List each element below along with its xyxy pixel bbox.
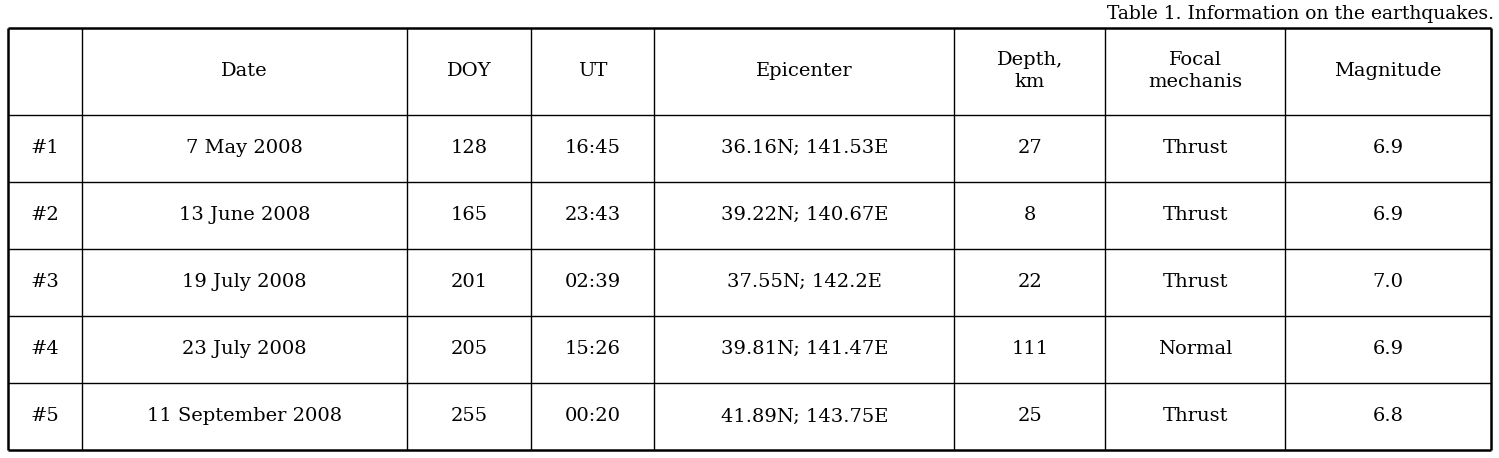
Text: 165: 165 bbox=[451, 206, 487, 224]
Text: Thrust: Thrust bbox=[1163, 408, 1228, 425]
Text: 41.89N; 143.75E: 41.89N; 143.75E bbox=[721, 408, 887, 425]
Text: 11 September 2008: 11 September 2008 bbox=[147, 408, 342, 425]
Text: 00:20: 00:20 bbox=[565, 408, 621, 425]
Text: 7.0: 7.0 bbox=[1373, 273, 1403, 291]
Text: 02:39: 02:39 bbox=[565, 273, 621, 291]
Text: 6.9: 6.9 bbox=[1373, 206, 1403, 224]
Text: 23 July 2008: 23 July 2008 bbox=[183, 340, 307, 358]
Text: Depth,
km: Depth, km bbox=[997, 51, 1063, 91]
Text: 13 June 2008: 13 June 2008 bbox=[178, 206, 310, 224]
Text: #4: #4 bbox=[30, 340, 60, 358]
Text: UT: UT bbox=[579, 62, 607, 80]
Text: 39.81N; 141.47E: 39.81N; 141.47E bbox=[721, 340, 887, 358]
Text: Thrust: Thrust bbox=[1163, 139, 1228, 157]
Text: 15:26: 15:26 bbox=[565, 340, 621, 358]
Text: 6.9: 6.9 bbox=[1373, 139, 1403, 157]
Text: #5: #5 bbox=[30, 408, 60, 425]
Text: DOY: DOY bbox=[447, 62, 492, 80]
Text: 205: 205 bbox=[451, 340, 487, 358]
Text: 27: 27 bbox=[1018, 139, 1042, 157]
Text: Table 1. Information on the earthquakes.: Table 1. Information on the earthquakes. bbox=[1106, 5, 1495, 23]
Text: 39.22N; 140.67E: 39.22N; 140.67E bbox=[721, 206, 887, 224]
Text: #2: #2 bbox=[30, 206, 60, 224]
Text: Normal: Normal bbox=[1159, 340, 1232, 358]
Text: 7 May 2008: 7 May 2008 bbox=[186, 139, 303, 157]
Text: 23:43: 23:43 bbox=[565, 206, 621, 224]
Text: 19 July 2008: 19 July 2008 bbox=[183, 273, 307, 291]
Text: 8: 8 bbox=[1024, 206, 1036, 224]
Text: 128: 128 bbox=[451, 139, 487, 157]
Text: 111: 111 bbox=[1012, 340, 1048, 358]
Text: 255: 255 bbox=[451, 408, 487, 425]
Text: Thrust: Thrust bbox=[1163, 273, 1228, 291]
Text: #1: #1 bbox=[30, 139, 60, 157]
Text: 201: 201 bbox=[451, 273, 487, 291]
Text: Magnitude: Magnitude bbox=[1334, 62, 1442, 80]
Text: 25: 25 bbox=[1018, 408, 1042, 425]
Text: 6.9: 6.9 bbox=[1373, 340, 1403, 358]
Text: Date: Date bbox=[222, 62, 268, 80]
Text: 16:45: 16:45 bbox=[565, 139, 621, 157]
Text: Focal
mechanis: Focal mechanis bbox=[1148, 51, 1243, 91]
Text: 37.55N; 142.2E: 37.55N; 142.2E bbox=[727, 273, 881, 291]
Text: 6.8: 6.8 bbox=[1373, 408, 1403, 425]
Text: Thrust: Thrust bbox=[1163, 206, 1228, 224]
Text: Epicenter: Epicenter bbox=[755, 62, 853, 80]
Text: #3: #3 bbox=[30, 273, 60, 291]
Text: 22: 22 bbox=[1018, 273, 1042, 291]
Text: 36.16N; 141.53E: 36.16N; 141.53E bbox=[721, 139, 887, 157]
